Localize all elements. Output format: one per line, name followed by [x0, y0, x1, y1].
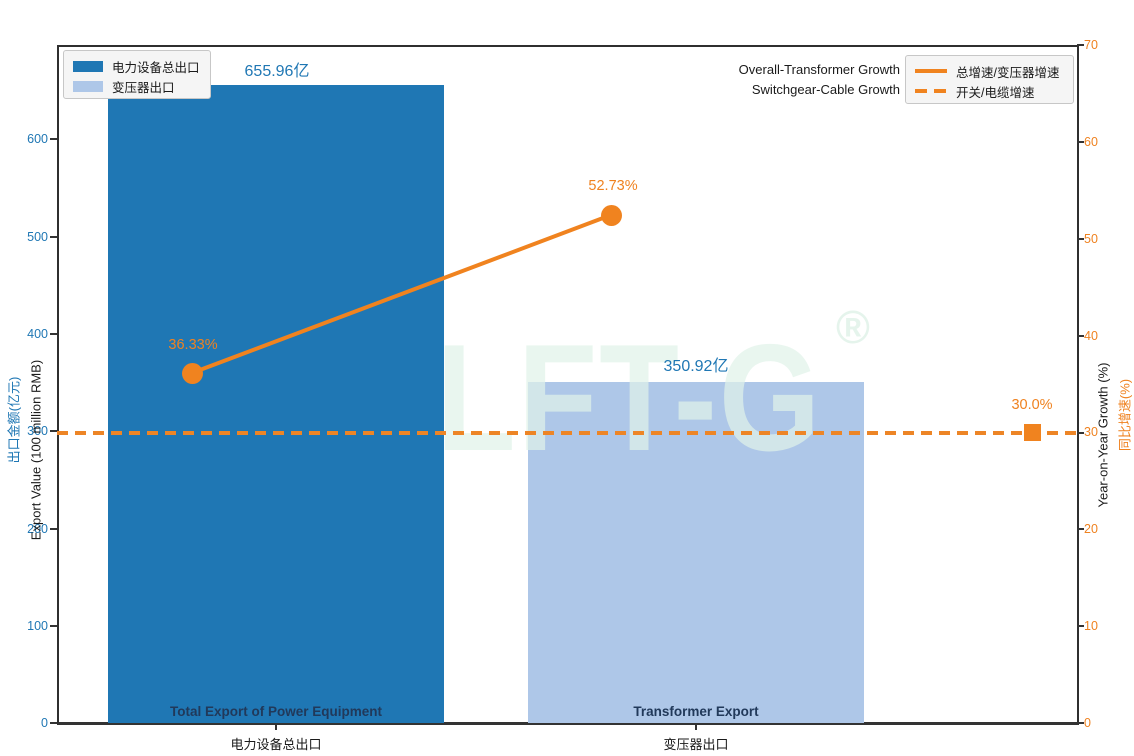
right-axis-tick: 50 — [1084, 232, 1098, 246]
left-axis-title-en: Export Value (100 million RMB) — [28, 359, 44, 541]
right-axis-title-en: Year-on-Year Growth (%) — [1095, 362, 1111, 508]
right-axis-tick: 10 — [1084, 619, 1098, 633]
legend-dashed-line-sample — [915, 89, 947, 93]
bar-inner-label: Total Export of Power Equipment — [169, 704, 382, 719]
dashed-growth-line — [57, 431, 1077, 435]
bar-value-label: 350.92亿 — [663, 358, 729, 375]
legend-swatch-light-blue — [73, 80, 103, 92]
legend-item: 总增速/变压器增速 — [915, 63, 1060, 80]
legend-label: 总增速/变压器增速 — [956, 65, 1060, 80]
tick-mark — [1077, 141, 1084, 143]
x-axis-tick: 电力设备总出口 — [230, 737, 322, 752]
x-axis-tick: 变压器出口 — [663, 737, 729, 752]
left-axis-tick: 600 — [27, 132, 48, 146]
left-axis-tick: 500 — [27, 230, 48, 244]
tick-mark — [1077, 432, 1084, 434]
tick-mark — [1077, 238, 1084, 240]
legend-annotation-en: Switchgear-Cable Growth — [751, 82, 900, 97]
tick-mark — [275, 723, 277, 730]
tick-mark — [50, 430, 57, 432]
tick-mark — [50, 625, 57, 627]
legend-item: 开关/电缆增速 — [915, 83, 1035, 100]
left-axis-tick: 300 — [27, 424, 48, 438]
right-axis-tick: 20 — [1084, 522, 1098, 536]
left-axis-title-cn: 出口金额(亿元) — [6, 376, 22, 464]
square-marker — [1024, 424, 1041, 441]
right-axis-tick: 40 — [1084, 329, 1098, 343]
tick-mark — [50, 236, 57, 238]
left-axis-tick: 100 — [27, 619, 48, 633]
tick-mark — [1077, 722, 1084, 724]
bar-legend: 电力设备总出口 变压器出口 — [63, 50, 211, 99]
point-label: 52.73% — [588, 178, 638, 194]
legend-label: 变压器出口 — [112, 80, 175, 95]
tick-mark — [50, 722, 57, 724]
right-axis-title-cn: 同比增速(%) — [1117, 378, 1133, 452]
tick-mark — [1077, 44, 1084, 46]
left-axis-tick: 200 — [27, 522, 48, 536]
registered-trademark-icon: ® — [836, 301, 870, 353]
legend-swatch-dark-blue — [73, 60, 103, 72]
point-label: 30.0% — [1011, 397, 1053, 413]
plot-area-border — [57, 45, 1079, 725]
legend-annotation-en: Overall-Transformer Growth — [738, 62, 900, 77]
line-marker-point2 — [601, 205, 622, 226]
legend-label: 开关/电缆增速 — [956, 85, 1035, 100]
watermark-text: LFT-G — [436, 313, 823, 483]
right-axis-tick: 0 — [1084, 716, 1091, 730]
tick-mark — [1077, 335, 1084, 337]
left-axis-tick: 0 — [41, 716, 48, 730]
right-axis-tick: 30 — [1084, 425, 1098, 439]
bar-transformer-export — [528, 382, 864, 723]
line-legend: 总增速/变压器增速 开关/电缆增速 — [905, 55, 1074, 104]
point-label: 36.33% — [168, 337, 218, 353]
bar-total-export — [108, 85, 444, 723]
left-axis-tick: 400 — [27, 327, 48, 341]
right-axis-tick: 60 — [1084, 135, 1098, 149]
legend-solid-line-sample — [915, 69, 947, 73]
legend-item: 电力设备总出口 — [73, 58, 200, 75]
tick-mark — [50, 138, 57, 140]
bar-inner-label: Transformer Export — [633, 704, 759, 719]
tick-mark — [1077, 528, 1084, 530]
tick-mark — [1077, 625, 1084, 627]
legend-item: 变压器出口 — [73, 78, 175, 95]
line-marker-point1 — [182, 363, 203, 384]
tick-mark — [695, 723, 697, 730]
bar-value-label: 655.96亿 — [244, 63, 310, 80]
tick-mark — [50, 333, 57, 335]
legend-label: 电力设备总出口 — [112, 60, 200, 75]
tick-mark — [50, 528, 57, 530]
right-axis-tick: 70 — [1084, 38, 1098, 52]
